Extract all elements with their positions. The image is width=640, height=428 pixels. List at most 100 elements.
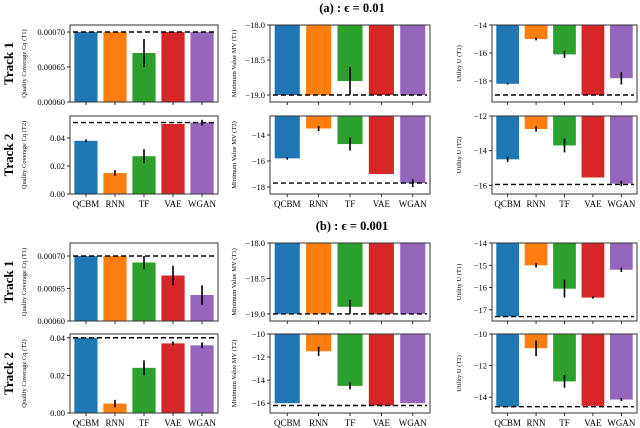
y-tick-label: 0.00065 xyxy=(37,62,65,72)
y-tick-label: −12 xyxy=(252,352,265,362)
x-tick-label: QCBM xyxy=(274,418,301,428)
subplot: QCBM RNN TF VAE WGAN 0.00 0.02 0.04 Quality Cove… xyxy=(21,115,219,209)
x-tick-label: RNN xyxy=(527,199,547,209)
x-tick-label: WGAN xyxy=(188,199,216,209)
y-axis-label: Minimum Value MV (T2) xyxy=(231,121,238,188)
y-tick-label: 0.00070 xyxy=(37,251,65,261)
bar-vae xyxy=(581,334,605,406)
bar-vae xyxy=(368,243,394,314)
y-tick-label: 0.00060 xyxy=(37,316,65,326)
bar-qcbm xyxy=(274,243,300,314)
subplot: QCBM RNN TF VAE WGAN −16 −14 −12 −10 Minimum Valu… xyxy=(231,329,431,428)
bar-vae xyxy=(581,25,605,95)
y-tick-label: 0.04 xyxy=(50,133,66,143)
y-tick-label: −18.5 xyxy=(245,273,265,283)
y-tick-label: −12 xyxy=(474,111,487,121)
bar-wgan xyxy=(400,243,426,314)
bar-rnn xyxy=(103,32,127,102)
y-tick-label: −18.5 xyxy=(245,55,265,65)
y-tick-label: −16 xyxy=(474,48,487,58)
bar-wgan xyxy=(609,334,633,400)
axes-frame xyxy=(491,24,638,103)
x-tick-label: TF xyxy=(559,418,570,428)
bar-wgan xyxy=(400,25,426,95)
x-tick-label: WGAN xyxy=(188,418,216,428)
x-tick-label: RNN xyxy=(309,199,329,209)
bar-rnn xyxy=(103,403,127,413)
bar-tf xyxy=(337,243,363,307)
y-tick-label: −16 xyxy=(474,283,487,293)
axes-frame xyxy=(69,24,219,103)
bar-tf xyxy=(553,243,576,289)
bar-rnn xyxy=(306,25,332,95)
bar-tf xyxy=(132,53,156,102)
axes-frame xyxy=(491,115,638,195)
y-tick-label: 0.02 xyxy=(50,370,65,380)
y-tick-label: −14 xyxy=(474,20,488,30)
y-tick-label: 0.00065 xyxy=(37,284,65,294)
bar-wgan xyxy=(400,116,426,184)
y-tick-label: −19.0 xyxy=(245,90,265,100)
y-axis-label: Quality Coverage Cq (T2) xyxy=(21,339,28,407)
x-tick-label: WGAN xyxy=(607,418,635,428)
y-tick-label: −16 xyxy=(252,398,265,408)
subplot: QCBM RNN TF VAE WGAN −14 −12 −10 Utility U (T2) xyxy=(456,329,638,428)
bar-tf xyxy=(132,156,156,194)
bar-rnn xyxy=(306,334,332,352)
y-tick-label: −18 xyxy=(252,182,265,192)
y-tick-label: −18 xyxy=(474,76,487,86)
y-tick-label: −18.0 xyxy=(245,238,265,248)
subplot: 0.00060 0.00065 0.00070 Quality Coverage Cq… xyxy=(21,242,219,326)
y-tick-label: −15 xyxy=(474,260,487,270)
y-tick-label: −10 xyxy=(474,329,487,339)
bar-rnn xyxy=(103,172,127,194)
subplot: −18 −16 −14 Utility U (T1) xyxy=(456,20,638,105)
axes-frame xyxy=(491,333,638,414)
y-tick-label: −12 xyxy=(474,361,487,371)
bar-qcbm xyxy=(74,256,98,321)
row-label: Track 1 xyxy=(1,261,16,304)
bar-wgan xyxy=(190,345,214,413)
y-axis-label: Minimum Value MV (T2) xyxy=(231,340,238,407)
subplot: QCBM RNN TF VAE WGAN −18 −16 −14 Minimum Value M… xyxy=(231,115,431,209)
row-label: Track 1 xyxy=(1,42,16,85)
x-tick-label: VAE xyxy=(584,418,602,428)
y-axis-label: Utility U (T1) xyxy=(456,45,463,81)
section-title: (a) : ϵ = 0.01 xyxy=(319,1,385,15)
bar-rnn xyxy=(103,256,127,321)
y-axis-label: Quality Coverage Cq (T2) xyxy=(21,121,28,189)
y-axis-label: Minimum Value MV (T1) xyxy=(231,248,238,315)
bar-vae xyxy=(581,243,605,298)
bar-tf xyxy=(132,367,156,413)
y-tick-label: −14 xyxy=(252,130,266,140)
bar-vae xyxy=(161,275,185,321)
x-tick-label: TF xyxy=(559,199,570,209)
y-tick-label: −19.0 xyxy=(245,309,265,319)
subplot: QCBM RNN TF VAE WGAN −16 −14 −12 Utility U (T2) xyxy=(456,111,638,209)
bar-tf xyxy=(553,334,576,382)
bar-wgan xyxy=(190,122,214,194)
section-title: (b) : ϵ = 0.001 xyxy=(316,219,388,233)
x-tick-label: TF xyxy=(345,199,356,209)
axes-frame xyxy=(69,333,219,414)
axes-frame xyxy=(269,333,431,414)
y-tick-label: −14 xyxy=(474,238,488,248)
subplot: −19.0 −18.5 −18.0 Minimum Value MV (T1) xyxy=(231,20,431,105)
bar-wgan xyxy=(400,334,426,404)
bar-rnn xyxy=(524,25,548,39)
bar-vae xyxy=(368,25,394,95)
bar-qcbm xyxy=(496,25,520,84)
axes-frame xyxy=(269,242,431,322)
x-tick-label: RNN xyxy=(309,418,329,428)
x-tick-label: VAE xyxy=(373,199,391,209)
y-tick-label: 0.04 xyxy=(50,333,66,343)
bar-qcbm xyxy=(74,32,98,102)
y-tick-label: −16 xyxy=(252,156,265,166)
y-tick-label: 0.00060 xyxy=(37,97,65,107)
y-axis-label: Quality Coverage Cq (T1) xyxy=(21,29,28,97)
bar-qcbm xyxy=(274,116,300,159)
subplot: 0.00060 0.00065 0.00070 Quality Coverage Cq… xyxy=(21,24,219,107)
x-tick-label: QCBM xyxy=(73,199,100,209)
x-tick-label: RNN xyxy=(527,418,547,428)
